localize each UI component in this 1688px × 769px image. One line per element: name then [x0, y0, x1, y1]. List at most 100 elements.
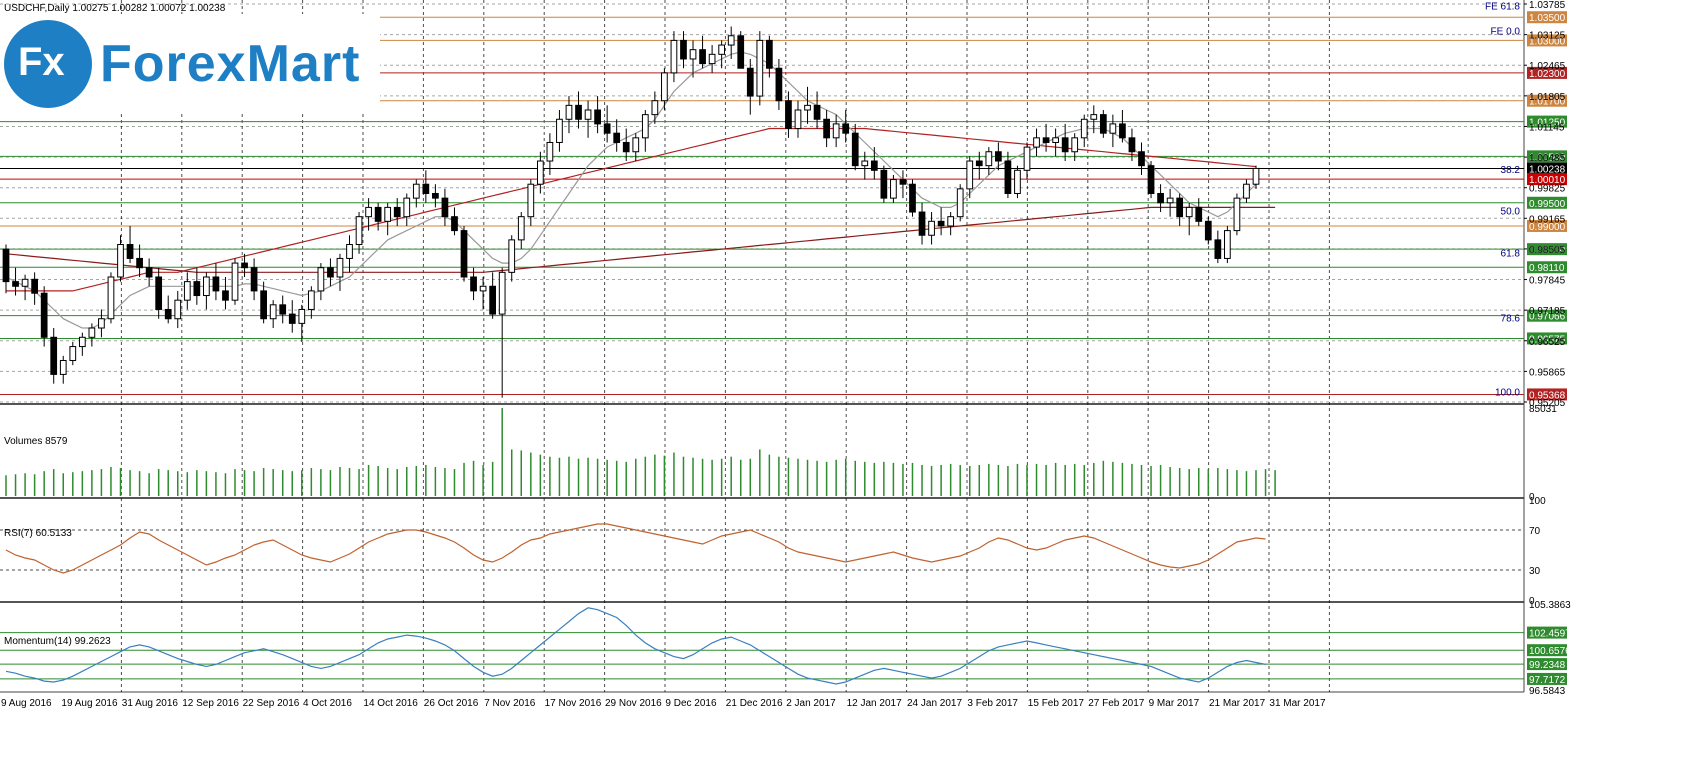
- candle-body: [126, 244, 134, 259]
- candle-body: [1224, 230, 1231, 259]
- candle-body: [393, 206, 401, 218]
- candle-body: [1119, 123, 1126, 139]
- candle-body: [1128, 137, 1136, 153]
- date-label: 9 Mar 2017: [1149, 698, 1200, 709]
- candle-body: [1099, 114, 1107, 134]
- horizontal-levels: 1.03500 1.03000 1.02300 1.01700 1.01250 1.005…: [0, 2, 1567, 401]
- candle-body: [21, 278, 29, 287]
- symbol-header: USDCHF,Daily 1.00275 1.00282 1.00072 1.0…: [4, 3, 226, 14]
- candle-body: [661, 72, 668, 102]
- candle-body: [1147, 165, 1155, 194]
- candle-body: [689, 49, 697, 60]
- date-label: 31 Aug 2016: [122, 698, 179, 709]
- momentum-line: [5, 607, 1266, 685]
- candle-body: [1214, 239, 1222, 259]
- date-label: 17 Nov 2016: [545, 698, 602, 709]
- candle-body: [928, 220, 935, 236]
- candle-body: [69, 346, 77, 361]
- fib-label: 61.8: [1501, 248, 1521, 259]
- candle-body: [279, 304, 287, 315]
- candle-body: [183, 281, 191, 301]
- candle-body: [956, 188, 964, 218]
- date-label: 21 Mar 2017: [1209, 698, 1266, 709]
- candle-body: [1090, 114, 1098, 120]
- date-label: 9 Dec 2016: [665, 698, 717, 709]
- candle-body: [40, 292, 48, 338]
- candle-body: [2, 248, 10, 283]
- date-label: 3 Feb 2017: [967, 698, 1018, 709]
- candle-body: [765, 39, 773, 69]
- moving-average-line: [6, 127, 1257, 292]
- date-label: 15 Feb 2017: [1028, 698, 1085, 709]
- candle-body: [1176, 197, 1184, 218]
- candle-body: [155, 276, 163, 310]
- candle-body: [890, 179, 897, 199]
- candle-body: [12, 281, 19, 287]
- candle-body: [947, 216, 955, 227]
- momentum-tag: [1527, 626, 1567, 639]
- level-tag: [1527, 219, 1567, 232]
- date-label: 31 Mar 2017: [1269, 698, 1326, 709]
- level-tag: [1527, 150, 1567, 163]
- candle-body: [317, 267, 325, 292]
- level-tag: [1527, 94, 1567, 107]
- price-axis: 1.03785 1.03125 1.02465 1.01805 1.01145 1.004…: [1524, 0, 1566, 409]
- candle-body: [1109, 123, 1117, 134]
- candle-body: [365, 206, 372, 218]
- candle-body: [1243, 183, 1250, 199]
- price-tick-label: 0.99165: [1529, 214, 1566, 225]
- candle-body: [1014, 169, 1021, 194]
- level-label: 0.95368: [1529, 390, 1566, 401]
- candle-body: [641, 114, 649, 139]
- candle-body: [222, 290, 229, 301]
- price-tick-label: 0.95865: [1529, 367, 1566, 378]
- volume-title: Volumes 8579: [4, 436, 68, 447]
- level-tag: [1527, 196, 1567, 209]
- candle-body: [594, 109, 601, 125]
- candle-body: [327, 267, 334, 278]
- candle-body: [374, 206, 382, 222]
- candle-body: [804, 104, 811, 111]
- candle-body: [565, 104, 573, 120]
- candle-body: [1204, 220, 1212, 241]
- price-tick-label: 0.95205: [1529, 398, 1566, 409]
- level-tag: [1527, 388, 1567, 401]
- candle-body: [1185, 206, 1193, 218]
- candle-body: [937, 220, 945, 227]
- momentum-tag: [1527, 672, 1567, 685]
- level-label: 0.98500: [1529, 245, 1566, 256]
- momentum-tick-label: 100.6576: [1529, 646, 1571, 657]
- candle-body: [727, 35, 735, 46]
- candle-body: [260, 290, 267, 320]
- candle-body: [298, 308, 306, 324]
- level-label: 0.99500: [1529, 199, 1566, 210]
- candle-body: [1004, 160, 1012, 194]
- candle-body: [288, 313, 296, 324]
- candle-body: [269, 304, 277, 320]
- candle-body: [78, 336, 86, 348]
- candle-body: [823, 118, 830, 139]
- candle-body: [384, 206, 392, 222]
- candle-body: [813, 104, 821, 120]
- candle-body: [1033, 137, 1040, 148]
- momentum-tag: [1527, 644, 1567, 657]
- candle-body: [470, 276, 477, 292]
- candle-body: [1071, 137, 1079, 153]
- level-label: 1.01700: [1529, 97, 1566, 108]
- rsi-title: RSI(7) 60.5133: [4, 528, 72, 539]
- candle-body: [603, 123, 611, 134]
- price-tick-label: 1.03785: [1529, 0, 1566, 11]
- candle-body: [517, 216, 525, 241]
- logo-fx: Fx: [18, 40, 65, 84]
- rsi-line: [5, 523, 1266, 574]
- momentum-tick-label: 97.7172: [1529, 675, 1566, 686]
- candle-body: [193, 281, 201, 297]
- level-label: 1.00010: [1529, 175, 1566, 186]
- candle-body: [737, 35, 745, 69]
- level-tag: [1527, 309, 1567, 322]
- candle-body: [613, 132, 621, 143]
- logo-circle-icon: [4, 20, 92, 108]
- candle-body: [699, 49, 706, 65]
